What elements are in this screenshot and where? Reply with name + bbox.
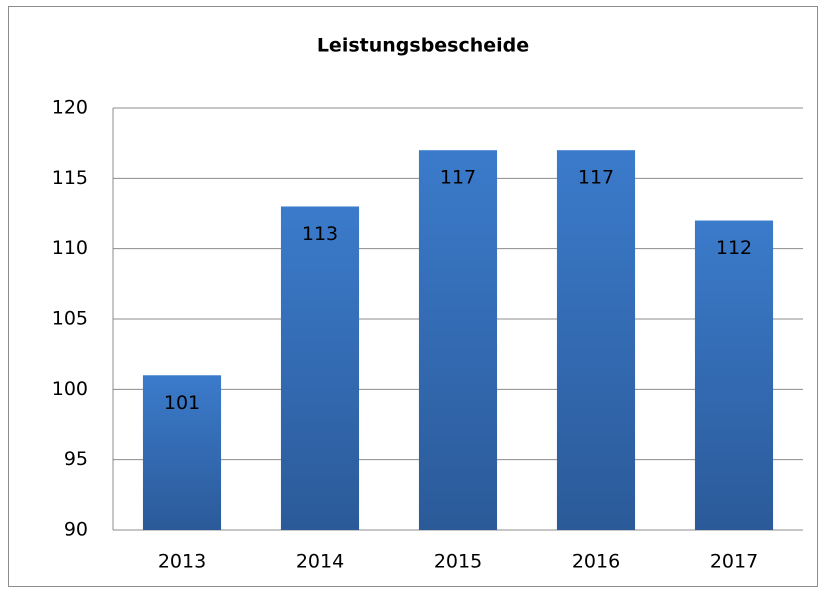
chart-title: Leistungsbescheide [317,35,529,57]
data-label: 117 [440,167,476,189]
bar [556,150,636,530]
bar [418,150,498,530]
bar [694,220,774,531]
y-tick-label: 100 [52,378,88,400]
x-tick-label: 2015 [434,551,482,573]
data-label: 117 [578,167,614,189]
bar [142,375,222,530]
y-tick-label: 120 [52,97,88,119]
x-tick-label: 2016 [572,551,620,573]
x-tick-label: 2014 [296,551,344,573]
data-label: 112 [716,237,752,259]
bar [280,206,360,530]
y-tick-label: 95 [64,448,88,470]
y-tick-label: 90 [64,519,88,541]
y-tick-label: 115 [52,167,88,189]
x-tick-label: 2013 [158,551,206,573]
data-label: 101 [164,392,200,414]
y-tick-label: 105 [52,308,88,330]
x-tick-label: 2017 [710,551,758,573]
y-tick-label: 110 [52,237,88,259]
data-label: 113 [302,223,338,245]
